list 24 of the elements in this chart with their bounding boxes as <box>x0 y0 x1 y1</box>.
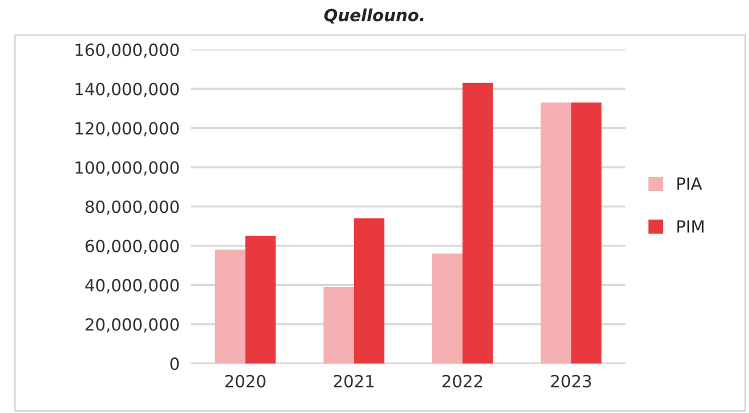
legend-label: PIA <box>677 178 702 190</box>
bar <box>354 218 384 364</box>
y-tick-label: 80,000,000 <box>86 200 179 215</box>
bar <box>571 102 602 364</box>
y-tick-label: 100,000,000 <box>76 161 179 176</box>
x-tick-label: 2023 <box>551 374 591 388</box>
x-tick-label: 2021 <box>334 374 374 388</box>
legend-label: PIM <box>677 220 704 232</box>
y-tick-label: 0 <box>170 357 179 370</box>
x-tick-label: 2020 <box>225 374 266 388</box>
y-tick-label: 140,000,000 <box>76 82 179 98</box>
chart-title: Quellouno. <box>324 8 424 24</box>
bar <box>323 286 354 364</box>
x-tick-label: 2022 <box>442 374 482 388</box>
bar <box>245 236 276 364</box>
bar <box>540 102 572 364</box>
y-tick-label: 40,000,000 <box>85 278 179 294</box>
bar <box>432 254 463 364</box>
bar <box>462 82 493 364</box>
bar <box>214 250 246 364</box>
y-tick-label: 20,000,000 <box>86 318 179 332</box>
y-tick-label: 120,000,000 <box>76 122 179 136</box>
y-tick-label: 60,000,000 <box>86 240 179 254</box>
y-tick-label: 160,000,000 <box>76 44 179 58</box>
